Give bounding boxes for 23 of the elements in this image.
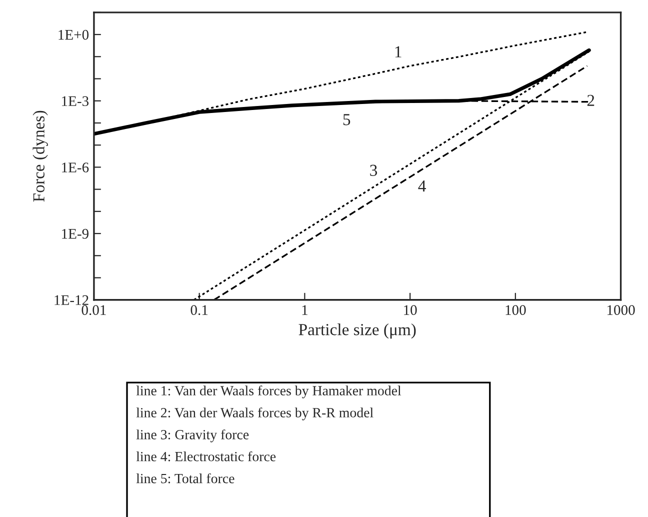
annotation: 5: [343, 114, 350, 126]
text: line 4: Electrostatic force: [136, 451, 276, 462]
x-tick-label: 10: [404, 305, 417, 315]
x-tick-label: 1: [302, 305, 308, 315]
x-axis-title: Particle size (μm): [298, 324, 416, 339]
x-tick-label: 100: [506, 305, 526, 315]
annotation: 3: [370, 164, 378, 176]
text: line 3: Gravity force: [136, 429, 249, 442]
annotation: 1: [395, 46, 402, 58]
y-tick-label: 1E-3: [62, 96, 89, 106]
y-tick-label: 1E-6: [62, 162, 89, 172]
text: line 1: Van der Waals forces by Hamaker model: [136, 386, 402, 398]
y-tick-label: 1E+0: [58, 30, 89, 40]
text: line 2: Van der Waals forces by R-R model: [136, 407, 374, 420]
y-tick-label: 1E-12: [54, 295, 88, 305]
text: line 5: Total force: [136, 473, 234, 484]
x-tick-label: 1000: [607, 305, 635, 315]
y-axis-title: Force (dynes): [32, 110, 48, 202]
y-tick-label: 1E-9: [62, 228, 89, 239]
annotation: 4: [418, 180, 426, 192]
annotation: 2: [587, 94, 594, 106]
x-tick-label: 0.1: [190, 305, 208, 316]
x-tick-label: 0.01: [82, 305, 106, 316]
